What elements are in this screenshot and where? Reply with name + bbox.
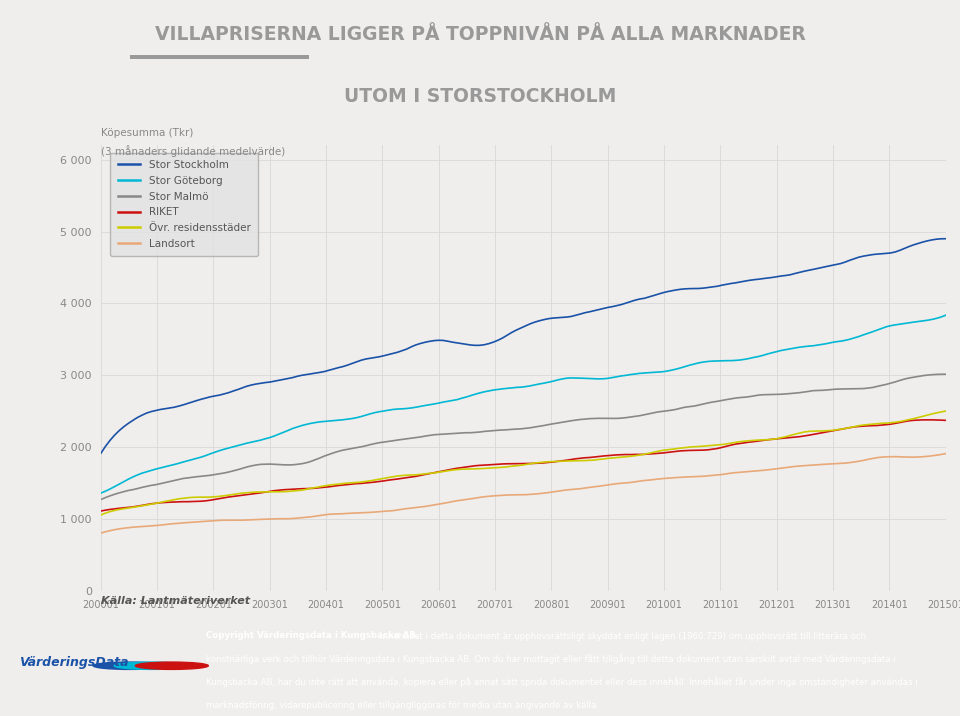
Text: Kungsbacka AB, har du inte rätt att använda, kopiera eller på annat sätt sprida : Kungsbacka AB, har du inte rätt att anvä… (206, 677, 918, 687)
Text: UTOM I STORSTOCKHOLM: UTOM I STORSTOCKHOLM (344, 87, 616, 106)
Legend: Stor Stockholm, Stor Göteborg, Stor Malmö, RIKET, Övr. residensstäder, Landsort: Stor Stockholm, Stor Göteborg, Stor Malm… (110, 153, 258, 256)
Text: marknadsföring, vidarepublicering eller tillgängliggöras för media utan angivand: marknadsföring, vidarepublicering eller … (206, 700, 599, 710)
Text: Copyright Värderingsdata i Kungsbacka AB.: Copyright Värderingsdata i Kungsbacka AB… (206, 631, 420, 640)
Text: Köpesumma (Tkr): Köpesumma (Tkr) (101, 128, 193, 138)
Circle shape (93, 662, 166, 669)
Text: VärderingsData: VärderingsData (19, 657, 129, 669)
Text: konstnärliga verk och tillhör Värderingsdata i Kungsbacka AB. Om du har mottagit: konstnärliga verk och tillhör Värderings… (206, 654, 896, 664)
Text: VILLAPRISERNA LIGGER PÅ TOPPNIVÅN PÅ ALLA MARKNADER: VILLAPRISERNA LIGGER PÅ TOPPNIVÅN PÅ ALL… (155, 25, 805, 44)
Text: (3 månaders glidande medelvärde): (3 månaders glidande medelvärde) (101, 145, 285, 157)
Circle shape (135, 662, 208, 669)
FancyBboxPatch shape (130, 55, 309, 59)
Text: Innehållet i detta dokument är upphovsrättsligt skyddat enligt lagen (1960:729) : Innehållet i detta dokument är upphovsrä… (377, 631, 867, 641)
Circle shape (114, 662, 187, 669)
Text: Källa: Lantmäteriverket: Källa: Lantmäteriverket (101, 596, 250, 606)
